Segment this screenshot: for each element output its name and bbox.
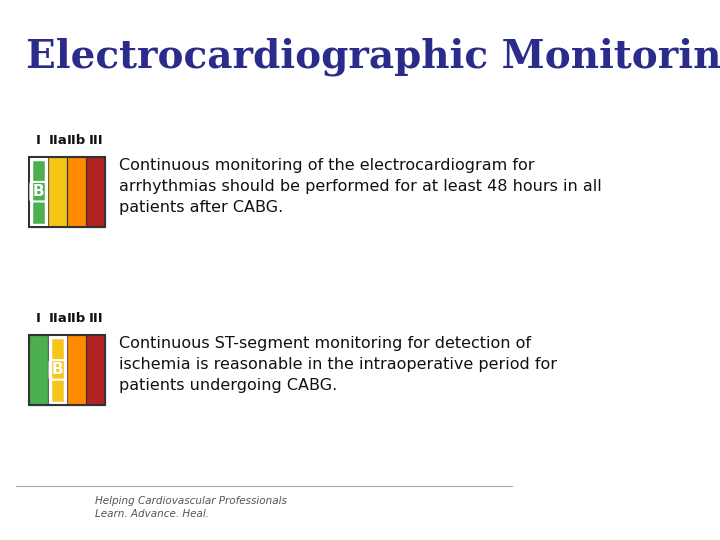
Text: III: III	[89, 312, 103, 325]
Bar	[48, 335, 67, 405]
Bar	[50, 337, 65, 403]
Text: B: B	[52, 362, 63, 377]
Bar	[29, 157, 106, 227]
Text: IIb: IIb	[67, 134, 86, 147]
Bar	[29, 335, 106, 405]
Text: Continuous monitoring of the electrocardiogram for
arrhythmias should be perform: Continuous monitoring of the electrocard…	[119, 158, 601, 215]
Text: I: I	[36, 134, 41, 147]
Bar	[86, 335, 106, 405]
Text: III: III	[89, 134, 103, 147]
Text: I: I	[36, 312, 41, 325]
Bar	[67, 157, 86, 227]
Bar	[86, 157, 106, 227]
Text: IIa: IIa	[48, 134, 67, 147]
Text: B: B	[32, 184, 45, 199]
Text: Electrocardiographic Monitoring: Electrocardiographic Monitoring	[27, 38, 720, 76]
Bar	[31, 159, 46, 225]
Text: IIb: IIb	[67, 312, 86, 325]
Text: Continuous ST-segment monitoring for detection of
ischemia is reasonable in the : Continuous ST-segment monitoring for det…	[119, 336, 557, 393]
Bar	[67, 335, 86, 405]
Bar	[29, 335, 48, 405]
Text: IIa: IIa	[48, 312, 67, 325]
Text: Helping Cardiovascular Professionals
Learn. Advance. Heal.: Helping Cardiovascular Professionals Lea…	[95, 496, 287, 519]
Bar	[48, 157, 67, 227]
Bar	[29, 157, 48, 227]
